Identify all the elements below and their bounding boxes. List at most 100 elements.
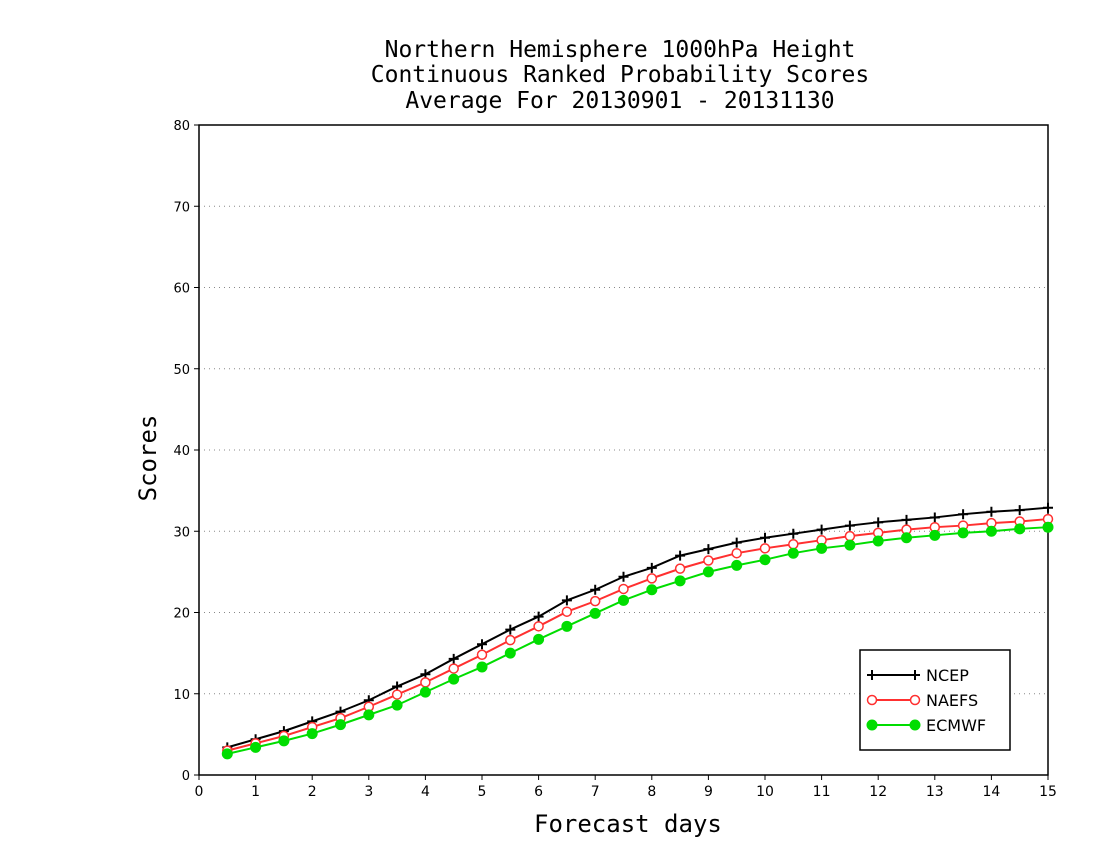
legend-label-ncep: NCEP xyxy=(926,666,969,685)
point-naefs xyxy=(844,530,856,542)
point-ecmwf xyxy=(787,547,799,559)
x-tick-label: 3 xyxy=(364,784,373,800)
x-tick-label: 13 xyxy=(926,784,944,800)
point-ecmwf xyxy=(618,594,629,606)
chart-title-line-2: Continuous Ranked Probability Scores xyxy=(370,62,870,88)
point-ncep xyxy=(788,528,799,539)
point-ecmwf xyxy=(872,535,884,547)
point-naefs xyxy=(618,583,629,595)
point-ncep xyxy=(986,506,997,517)
point-ecmwf xyxy=(391,699,403,711)
point-ecmwf xyxy=(419,686,431,698)
point-naefs xyxy=(759,543,771,554)
point-naefs xyxy=(788,539,799,550)
point-ncep xyxy=(448,653,459,664)
point-ecmwf xyxy=(1042,521,1054,533)
point-ncep xyxy=(646,562,657,573)
point-ncep xyxy=(901,514,912,525)
point-naefs xyxy=(703,555,714,566)
legend-marker-ecmwf xyxy=(866,719,878,731)
point-naefs xyxy=(533,621,544,632)
point-ecmwf xyxy=(589,607,601,619)
point-ecmwf xyxy=(957,527,969,539)
chart-title-line-3: Average For 20130901 - 20131130 xyxy=(405,88,835,114)
y-tick-label: 0 xyxy=(182,769,190,784)
point-ecmwf xyxy=(504,647,516,659)
x-tick-label: 11 xyxy=(813,784,831,800)
x-tick-label: 4 xyxy=(421,784,430,800)
point-naefs xyxy=(561,606,573,617)
point-ecmwf xyxy=(702,566,714,578)
x-tick-label: 8 xyxy=(647,784,656,800)
chart-title-line-1: Northern Hemisphere 1000hPa Height xyxy=(384,37,856,63)
point-ecmwf xyxy=(929,529,941,541)
point-ecmwf xyxy=(476,661,488,673)
y-tick-label: 80 xyxy=(173,119,190,134)
point-ncep xyxy=(760,532,770,543)
legend-marker-ecmwf xyxy=(909,719,921,731)
point-ecmwf xyxy=(448,673,460,685)
point-ncep xyxy=(1043,502,1053,513)
x-tick-label: 1 xyxy=(251,784,260,800)
x-tick-label: 2 xyxy=(308,784,317,800)
point-naefs xyxy=(731,547,742,559)
y-tick-label: 70 xyxy=(173,200,190,215)
point-ncep xyxy=(675,550,686,561)
legend-marker-naefs xyxy=(866,694,878,706)
point-ncep xyxy=(816,524,827,535)
point-ecmwf xyxy=(335,719,346,731)
point-ecmwf xyxy=(901,532,912,544)
legend-marker-naefs xyxy=(909,694,921,706)
x-tick-label: 14 xyxy=(982,784,1000,800)
y-tick-label: 30 xyxy=(173,525,190,540)
point-ecmwf xyxy=(759,554,771,566)
point-ecmwf xyxy=(278,735,290,747)
point-ncep xyxy=(929,512,940,523)
point-naefs xyxy=(420,677,431,688)
point-ncep xyxy=(958,509,969,520)
point-naefs xyxy=(476,649,488,660)
point-ecmwf xyxy=(1014,523,1026,535)
point-ecmwf xyxy=(306,728,318,740)
point-ecmwf xyxy=(646,584,658,596)
point-ncep xyxy=(1014,505,1025,516)
point-naefs xyxy=(448,663,459,674)
point-ncep xyxy=(590,584,601,595)
point-ncep xyxy=(505,624,516,635)
x-tick-label: 15 xyxy=(1039,784,1057,800)
point-ecmwf xyxy=(363,709,375,721)
point-ecmwf xyxy=(533,633,545,645)
point-naefs xyxy=(391,689,403,700)
x-tick-label: 5 xyxy=(478,784,487,800)
point-ecmwf xyxy=(674,575,686,587)
point-naefs xyxy=(674,563,686,574)
legend-label-ecmwf: ECMWF xyxy=(926,716,986,735)
y-tick-label: 20 xyxy=(173,607,190,622)
legend-marker-ncep xyxy=(910,670,920,680)
point-ncep xyxy=(618,571,629,582)
point-ncep xyxy=(731,537,742,548)
x-tick-label: 10 xyxy=(756,784,774,800)
point-naefs xyxy=(505,634,516,646)
x-tick-label: 6 xyxy=(534,784,543,800)
point-ecmwf xyxy=(844,539,856,551)
point-ecmwf xyxy=(731,559,743,571)
x-tick-label: 9 xyxy=(704,784,713,800)
point-ecmwf xyxy=(561,620,573,632)
x-tick-label: 7 xyxy=(591,784,600,800)
point-ncep xyxy=(844,520,855,531)
point-ncep xyxy=(873,517,884,528)
point-naefs xyxy=(589,595,601,607)
point-ecmwf xyxy=(221,748,233,760)
y-tick-label: 10 xyxy=(173,688,190,703)
y-tick-label: 60 xyxy=(173,282,190,297)
legend-label-naefs: NAEFS xyxy=(926,691,978,710)
y-tick-label: 40 xyxy=(173,444,190,459)
legend-marker-ncep xyxy=(867,670,877,680)
point-ecmwf xyxy=(985,525,997,537)
point-naefs xyxy=(646,573,658,584)
x-axis-title: Forecast days xyxy=(534,810,722,838)
point-ecmwf xyxy=(250,741,262,753)
point-ncep xyxy=(477,639,487,650)
